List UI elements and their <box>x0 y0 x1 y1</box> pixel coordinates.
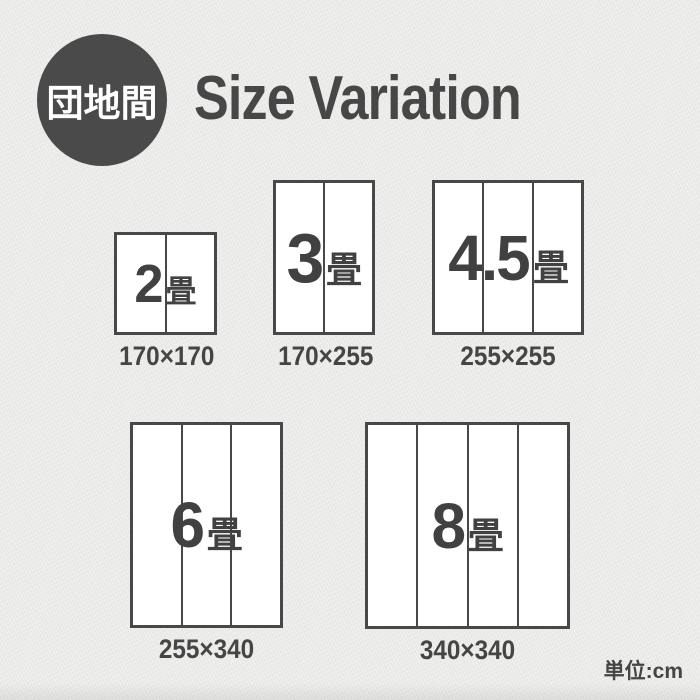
tatami-panel <box>133 425 181 625</box>
tatami-panel <box>466 425 517 626</box>
tatami-panel <box>276 183 323 332</box>
unit-note: 単位:cm <box>603 660 683 683</box>
tatami-panel <box>482 183 531 332</box>
tatami-panel <box>435 183 482 332</box>
dimensions-label-4-5jo: 255×255 <box>460 341 556 371</box>
dimensions-label-3jo: 170×255 <box>278 341 374 371</box>
tatami-panel <box>368 425 416 626</box>
size-card-8jo: 8 畳 340×340 <box>365 422 570 666</box>
size-standard-badge-label: 団地間 <box>46 83 158 124</box>
size-card-6jo: 6 畳 255×340 <box>130 422 283 665</box>
tatami-panel <box>516 425 567 626</box>
dimensions-label-6jo: 255×340 <box>158 634 255 664</box>
mat-diagram-4-5jo: 4.5 畳 <box>432 180 584 335</box>
tatami-panel <box>164 235 215 332</box>
dimensions-label-2jo: 170×170 <box>119 341 215 371</box>
tatami-panel <box>180 425 231 625</box>
dimensions-label-8jo: 340×340 <box>419 635 516 665</box>
mat-diagram-2jo: 2 畳 <box>114 232 217 335</box>
size-card-3jo: 3 畳 170×255 <box>273 180 375 372</box>
size-card-4-5jo: 4.5 畳 255×255 <box>432 180 584 372</box>
page-title: Size Variation <box>194 64 522 133</box>
tatami-panel <box>416 425 466 626</box>
mat-diagram-6jo: 6 畳 <box>130 422 283 628</box>
size-standard-badge: 団地間 <box>37 34 167 166</box>
tatami-panel <box>531 183 581 332</box>
size-card-2jo: 2 畳 170×170 <box>114 232 217 372</box>
tatami-panel <box>323 183 372 332</box>
tatami-panel <box>230 425 280 625</box>
mat-diagram-3jo: 3 畳 <box>273 180 375 335</box>
tatami-panel <box>117 235 165 332</box>
mat-diagram-8jo: 8 畳 <box>365 422 570 629</box>
